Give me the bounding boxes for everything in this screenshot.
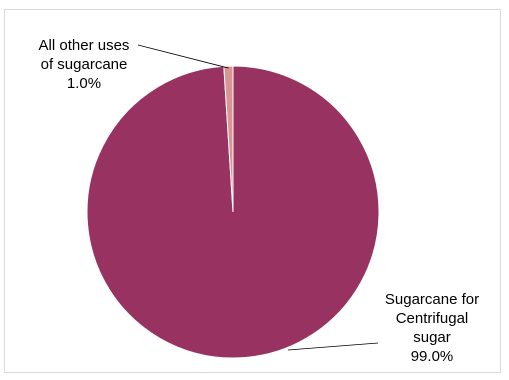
pie-slice-1 — [223, 65, 234, 213]
slice-label-other-uses: All other uses of sugarcane 1.0% — [20, 36, 148, 93]
slice-value-sugarcane-centrifugal: 99.0% — [410, 348, 454, 365]
leader-line-other-uses — [137, 44, 229, 69]
leader-line-sugarcane-centrifugal — [287, 342, 379, 351]
slice-label-sugarcane-centrifugal: Sugarcane for Centrifugal sugar 99.0% — [368, 290, 496, 366]
slice-value-other-uses: 1.0% — [66, 75, 102, 92]
